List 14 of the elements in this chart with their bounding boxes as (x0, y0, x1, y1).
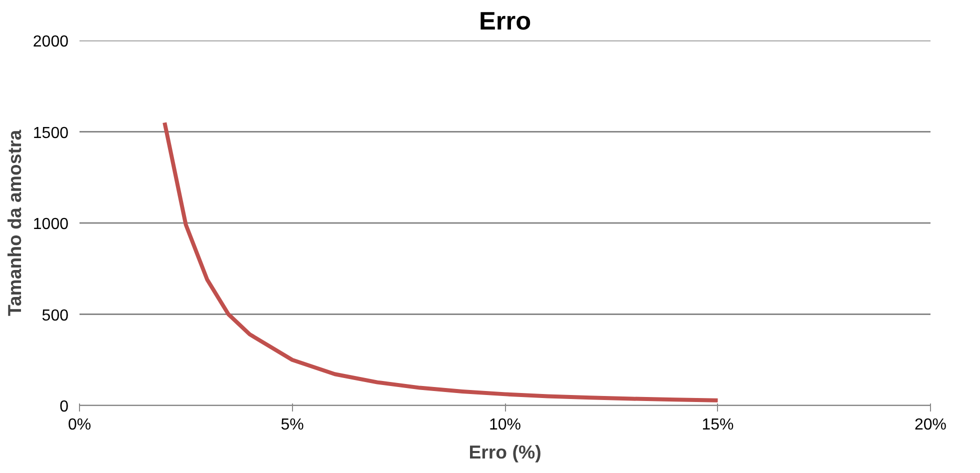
y-tick-label: 2000 (32, 34, 69, 50)
x-tick-label: 5% (280, 416, 304, 434)
y-tick-label: 500 (42, 307, 69, 324)
y-tick-label: 1500 (32, 124, 69, 142)
line-series (162, 120, 720, 402)
y-tick-label: 0 (60, 398, 69, 416)
x-tick-label: 15% (702, 416, 734, 434)
x-tick-label: 0% (68, 416, 92, 434)
y-axis-title: Tamanho da amostra (4, 129, 25, 316)
chart-title: Erro (478, 8, 532, 36)
x-tick-label: 20% (914, 416, 947, 434)
x-axis-title: Erro (%) (468, 442, 542, 462)
y-tick-label: 1000 (32, 216, 69, 233)
x-tick-label: 10% (488, 416, 522, 434)
